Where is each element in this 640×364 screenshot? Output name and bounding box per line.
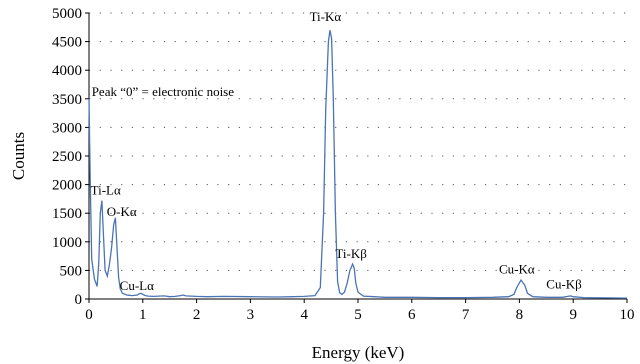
x-tick-label: 3: [247, 307, 255, 323]
y-tick-label: 0: [75, 292, 83, 308]
x-tick-label: 2: [193, 307, 201, 323]
x-tick-label: 7: [462, 307, 470, 323]
y-tick-label: 4000: [52, 63, 82, 79]
x-tick-label: 0: [85, 307, 93, 323]
peak-label: Cu-Kβ: [546, 277, 582, 292]
x-tick-label: 8: [516, 307, 524, 323]
peak-label: Ti-Kα: [310, 9, 342, 24]
peak-label: Ti-Lα: [91, 182, 121, 197]
y-axis-title: Counts: [9, 132, 28, 180]
x-axis-title: Energy (keV): [312, 343, 405, 362]
y-tick-label: 1500: [52, 206, 82, 222]
peak-label: Ti-Kβ: [335, 246, 367, 261]
x-tick-label: 9: [569, 307, 577, 323]
y-tick-label: 3000: [52, 120, 82, 136]
peak-annotations: Peak “0” = electronic noise Ti-Lα O-Kα Cu-L…: [91, 9, 583, 293]
x-tick-label: 1: [139, 307, 147, 323]
peak-label: Cu-Kα: [499, 261, 535, 276]
y-tick-label: 5000: [52, 6, 82, 22]
peak-label: O-Kα: [107, 204, 137, 219]
y-tick-label: 3500: [52, 92, 82, 108]
x-tick-label: 10: [620, 307, 635, 323]
y-tick-label: 2500: [52, 149, 82, 165]
x-tick-label: 5: [354, 307, 362, 323]
tick-labels: 0 500 1000 1500 2000 2500 3000 3500 4000 4500 5000…: [52, 6, 635, 323]
grid: [89, 13, 627, 270]
peak-label: Peak “0” = electronic noise: [92, 84, 235, 99]
peak-label: Cu-Lα: [120, 278, 154, 293]
y-tick-label: 4500: [52, 35, 82, 51]
x-tick-label: 4: [300, 307, 308, 323]
x-tick-label: 6: [408, 307, 416, 323]
y-tick-label: 1000: [52, 235, 82, 251]
y-tick-label: 500: [60, 263, 83, 279]
y-tick-label: 2000: [52, 178, 82, 194]
